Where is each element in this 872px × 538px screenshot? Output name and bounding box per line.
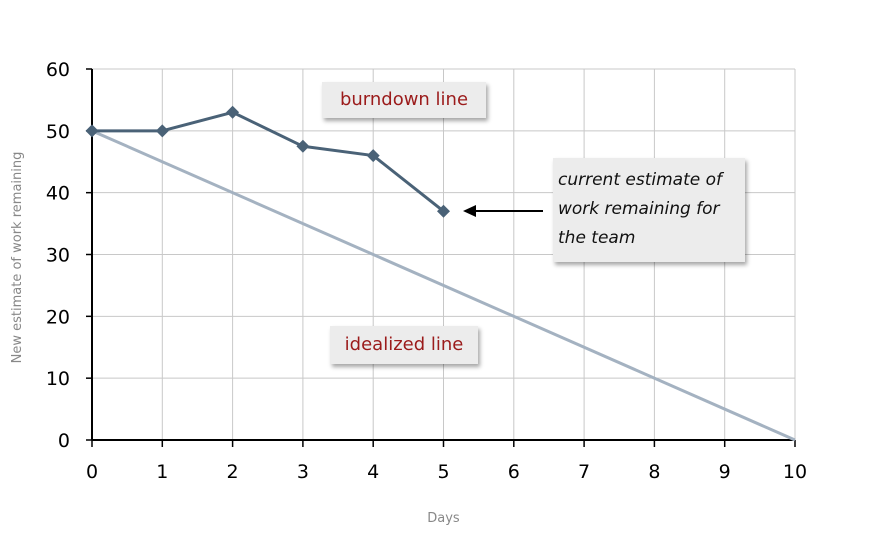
y-tick-label-10: 10 xyxy=(46,368,70,390)
x-tick-label-1: 1 xyxy=(156,461,168,483)
idealized-line-label: idealized line xyxy=(330,326,478,364)
x-tick-label-4: 4 xyxy=(367,461,379,483)
annotation-arrowhead xyxy=(463,205,476,217)
x-tick-label-10: 10 xyxy=(783,461,807,483)
y-tick-label-20: 20 xyxy=(46,306,70,328)
x-tick-label-2: 2 xyxy=(227,461,239,483)
burndown-line-label-text: burndown line xyxy=(339,89,469,110)
x-axis-label: Days xyxy=(427,511,460,526)
current-estimate-note-line-2: work remaining for xyxy=(558,199,720,219)
burndown-line-path xyxy=(92,110,445,213)
y-tick-label-60: 60 xyxy=(46,59,70,81)
idealized-line-label-text: idealized line xyxy=(344,334,464,355)
x-tick-label-3: 3 xyxy=(297,461,309,483)
idealized-line-path xyxy=(91,129,796,442)
x-tick-label-6: 6 xyxy=(508,461,520,483)
x-tick-label-9: 9 xyxy=(719,461,731,483)
burndown-line-point-1 xyxy=(155,124,169,138)
burndown-line-point-2 xyxy=(226,105,240,119)
current-estimate-note-line-1: current estimate of xyxy=(558,170,722,190)
y-axis-ticks: 0 10 20 30 40 50 60 xyxy=(46,59,92,452)
current-estimate-note-line-3: the team xyxy=(558,228,636,248)
y-tick-label-50: 50 xyxy=(46,121,70,143)
x-tick-label-8: 8 xyxy=(648,461,660,483)
burndown-line-point-3 xyxy=(296,139,310,153)
burndown-line-point-5 xyxy=(437,204,450,218)
x-tick-label-0: 0 xyxy=(86,461,98,483)
x-axis-ticks: 0 1 2 3 4 5 6 7 8 9 10 xyxy=(86,440,807,483)
x-tick-label-7: 7 xyxy=(578,461,590,483)
burndown-line-point-0 xyxy=(85,124,99,138)
x-tick-label-5: 5 xyxy=(437,461,449,483)
burndown-line-label: burndown line xyxy=(322,82,486,118)
y-axis-label: New estimate of work remaining xyxy=(10,152,25,364)
y-tick-label-30: 30 xyxy=(46,245,70,267)
y-tick-label-0: 0 xyxy=(58,430,70,452)
series xyxy=(85,105,796,442)
current-estimate-note: current estimate of work remaining for t… xyxy=(553,158,745,262)
burndown-line-point-4 xyxy=(366,149,380,163)
y-tick-label-40: 40 xyxy=(46,183,70,205)
